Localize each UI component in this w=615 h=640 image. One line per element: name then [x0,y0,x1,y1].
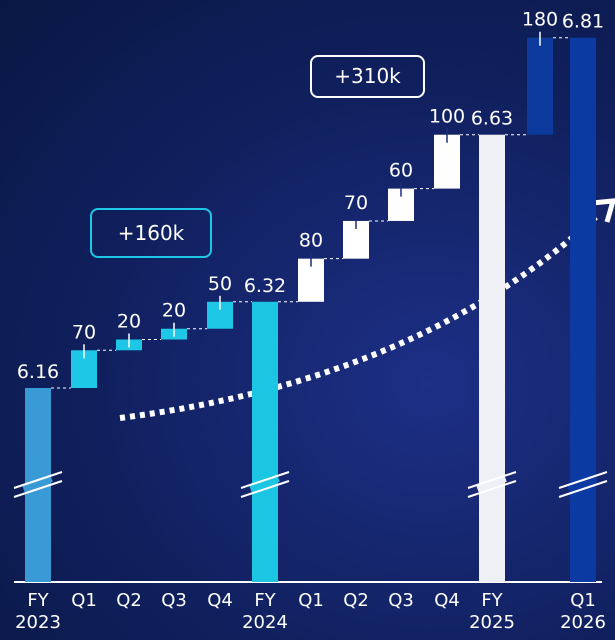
bar [252,301,278,582]
annotation: +310k [310,55,425,98]
value-label: 6.32 [244,275,286,297]
x-tick-label: FY 2025 [469,590,515,633]
axis-break [558,480,608,498]
x-tick-label: FY 2024 [242,590,288,633]
value-label: 70 [344,192,368,214]
x-tick-label: Q1 2026 [560,590,606,633]
bar [527,37,553,135]
axis-break [467,471,517,489]
bar [570,37,596,582]
value-label: 80 [299,230,323,252]
bar [479,134,505,582]
x-tick-label: Q4 [434,590,460,611]
annotation: +160k [90,208,212,258]
value-label: 6.16 [17,361,59,383]
value-label: 50 [208,273,232,295]
x-tick-label: Q1 [298,590,324,611]
x-tick-label: Q2 [116,590,142,611]
axis-break [467,480,517,498]
value-label: 100 [429,106,465,128]
trend-arrow [119,212,601,421]
x-tick-label: Q1 [71,590,97,611]
x-tick-label: Q3 [161,590,187,611]
axis-break [558,471,608,489]
axis-break [240,471,290,489]
value-label: 20 [117,311,141,333]
axis-break [240,480,290,498]
value-label: 60 [389,160,413,182]
x-tick-label: Q2 [343,590,369,611]
axis-break [13,480,63,498]
arrow-head [591,198,615,223]
value-label: 20 [162,300,186,322]
axis-break [13,471,63,489]
x-tick-label: Q3 [388,590,414,611]
value-label: 70 [72,321,96,343]
x-tick-label: FY 2023 [15,590,61,633]
value-label: 6.63 [471,108,513,130]
value-label: 6.81 [562,11,604,33]
value-label: 180 [522,9,558,31]
bar [434,134,460,189]
x-tick-label: Q4 [207,590,233,611]
